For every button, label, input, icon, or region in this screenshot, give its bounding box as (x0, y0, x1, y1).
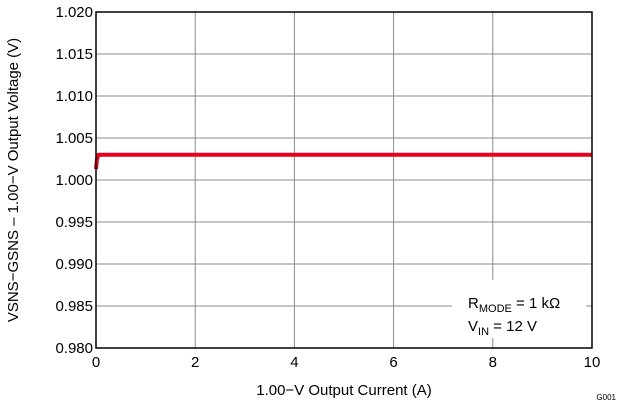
anno-vin-rest: = 12 V (489, 318, 537, 335)
y-tick-label: 1.020 (55, 4, 93, 21)
data-series (94, 152, 592, 170)
series-line (94, 152, 592, 170)
anno-rmode-main: R (468, 295, 479, 312)
y-tick-label: 0.980 (55, 340, 93, 357)
x-tick-label: 0 (92, 354, 100, 371)
anno-rmode-sub: MODE (479, 303, 512, 315)
y-axis-title: VSNS−GSNS – 1.00−V Output Voltage (V) (5, 38, 22, 322)
annotation-line-1: RMODE = 1 kΩ (468, 295, 560, 315)
anno-vin-main: V (468, 318, 478, 335)
y-tick-label: 0.995 (55, 214, 93, 231)
annotation-box (452, 280, 586, 338)
x-tick-label: 10 (584, 354, 601, 371)
x-tick-label: 6 (389, 354, 397, 371)
annotation-line-2: VIN = 12 V (468, 318, 537, 338)
y-tick-label: 1.010 (55, 88, 93, 105)
anno-vin-sub: IN (478, 326, 489, 338)
x-tick-label: 2 (191, 354, 199, 371)
y-tick-label: 0.985 (55, 298, 93, 315)
plot-frame (95, 11, 593, 349)
x-axis-title: 1.00−V Output Current (A) (256, 382, 432, 399)
y-tick-label: 1.015 (55, 46, 93, 63)
anno-rmode-rest: = 1 kΩ (512, 295, 560, 312)
y-tick-labels: 0.980 0.985 0.990 0.995 1.000 1.005 1.010 1.015… (55, 4, 93, 357)
x-tick-label: 8 (489, 354, 497, 371)
y-tick-label: 1.005 (55, 130, 93, 147)
x-tick-label: 4 (290, 354, 298, 371)
figure-id: G001 (596, 393, 616, 402)
y-tick-label: 1.000 (55, 172, 93, 189)
grid-lines (96, 12, 592, 348)
y-tick-label: 0.990 (55, 256, 93, 273)
x-tick-labels: 0 2 4 6 8 10 (92, 354, 601, 371)
